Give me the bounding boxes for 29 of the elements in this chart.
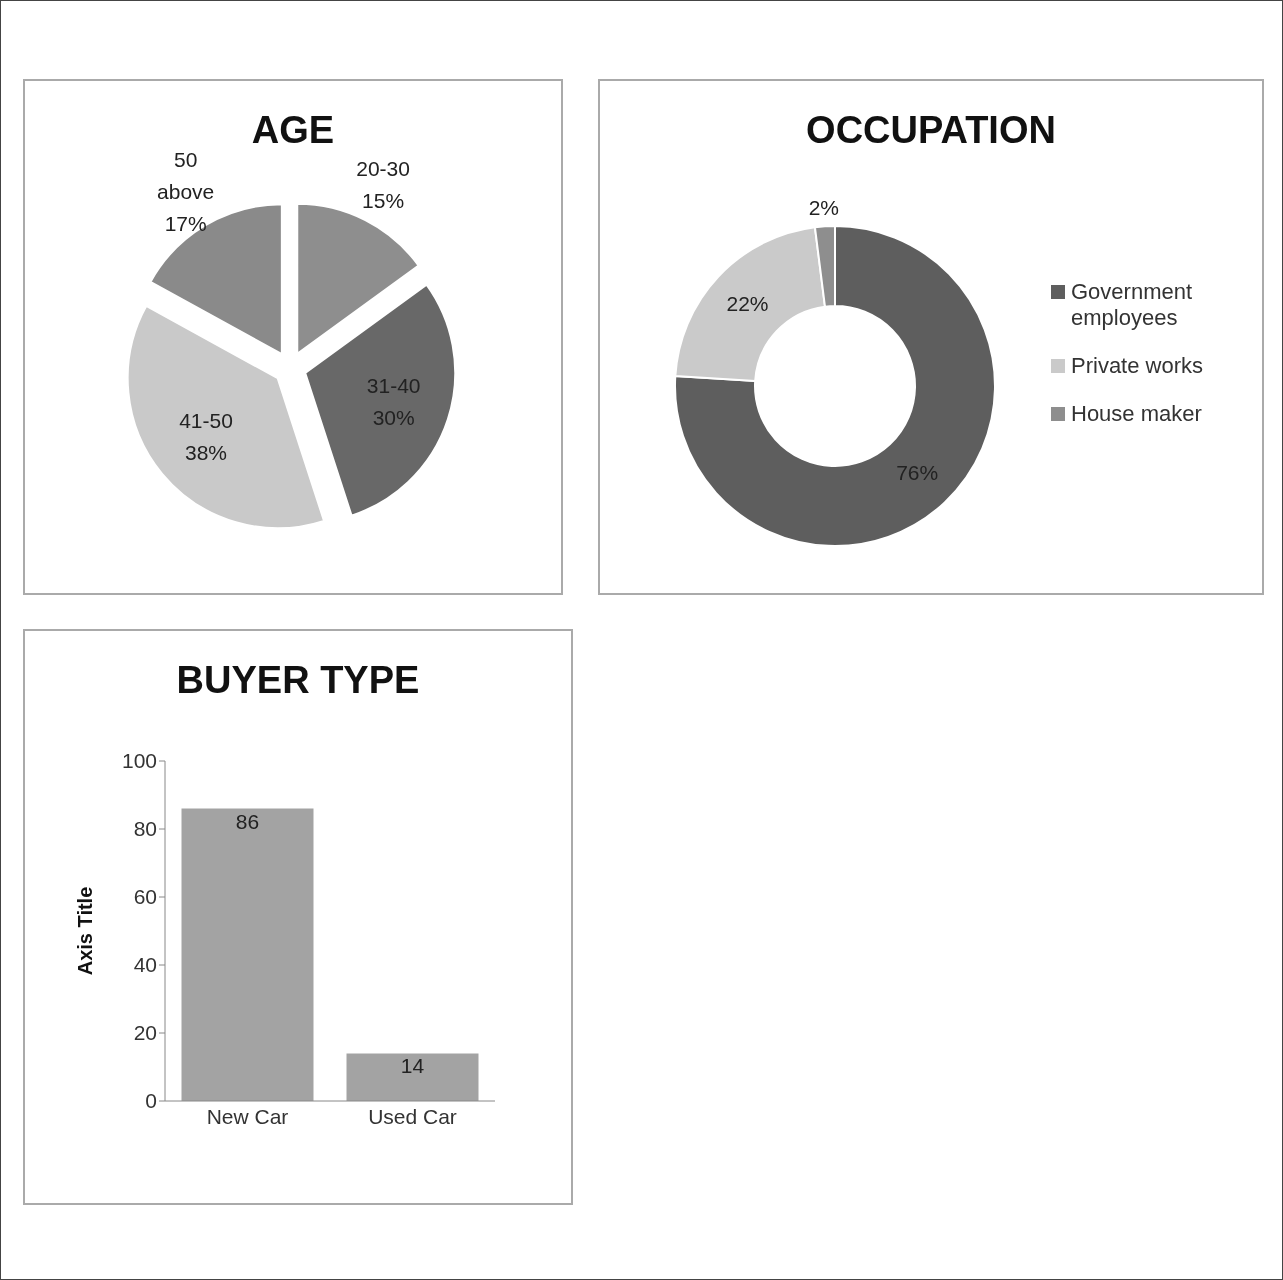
legend-label: House maker (1071, 401, 1202, 427)
y-tick-label: 40 (133, 953, 157, 977)
legend-label: Private works (1071, 353, 1204, 379)
data-label: 14 (400, 1054, 425, 1078)
y-axis-title: Axis Title (74, 886, 97, 976)
x-tick-label: New Car (206, 1104, 289, 1128)
data-label: 15% (362, 189, 405, 213)
data-label: 86 (235, 809, 260, 833)
slice-label: 41-50 (179, 409, 233, 433)
y-tick-label: 80 (133, 817, 157, 841)
y-tick-label: 60 (133, 885, 157, 909)
y-tick-label: 20 (133, 1021, 157, 1045)
x-tick-label: Used Car (368, 1104, 457, 1128)
legend-label: Government employees (1071, 279, 1194, 331)
data-label: 38% (185, 441, 228, 465)
y-tick-label: 0 (145, 1089, 157, 1113)
chart-title: OCCUPATION (805, 108, 1057, 152)
data-label: 30% (372, 405, 415, 429)
data-label: 2% (808, 196, 839, 220)
chart-title: AGE (251, 109, 335, 151)
slice-label: 31-40 (366, 373, 421, 397)
y-tick-label: 100 (121, 749, 157, 773)
donut-slice (674, 225, 996, 547)
slice-label: 20-30 (356, 157, 410, 181)
chart-title: BUYER TYPE (175, 658, 421, 702)
slice-label: 50 above (157, 147, 215, 203)
data-label: 22% (726, 291, 769, 315)
data-label: 76% (896, 461, 939, 485)
data-label: 17% (164, 211, 207, 235)
